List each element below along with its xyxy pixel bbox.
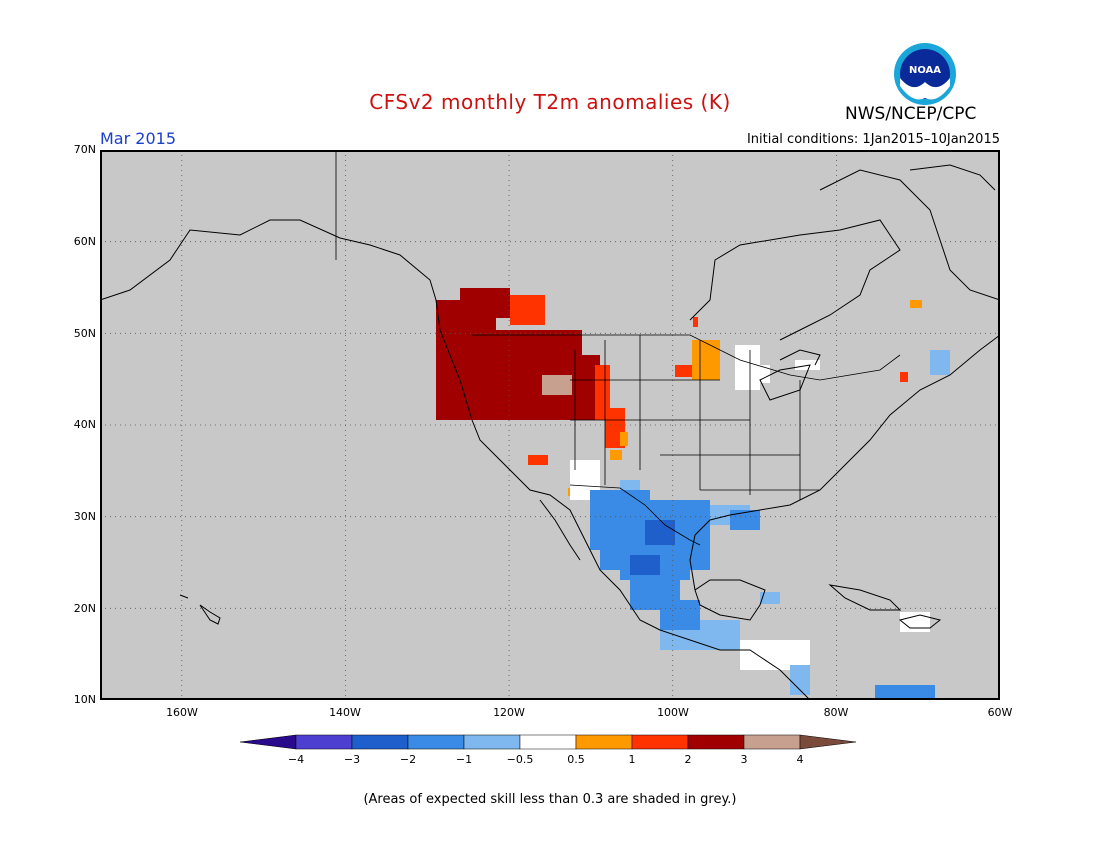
- colorbar-segment: [463, 734, 521, 750]
- lon-label: 80W: [823, 706, 849, 719]
- forecast-period: Mar 2015: [100, 129, 176, 148]
- lat-label: 30N: [73, 510, 96, 523]
- lat-label: 20N: [73, 602, 96, 615]
- colorbar-label: −2: [399, 753, 417, 766]
- boundaries: [335, 150, 901, 546]
- anomaly-warm-0.5-1: [568, 300, 922, 496]
- colorbar-segment: [687, 734, 745, 750]
- lat-label: 40N: [73, 418, 96, 431]
- initial-conditions: Initial conditions: 1Jan2015–10Jan2015: [746, 132, 1000, 147]
- colorbar-label: 3: [740, 753, 748, 766]
- anomaly-warm-3-4: [542, 375, 572, 395]
- colorbar-label: 4: [796, 753, 804, 766]
- colorbar-segment: [519, 734, 577, 750]
- colorbar-label: 2: [684, 753, 692, 766]
- chart-title: CFSv2 monthly T2m anomalies (K): [369, 90, 731, 114]
- colorbar-segment: [351, 734, 409, 750]
- colorbar-segment: [743, 734, 801, 750]
- logo-text: NOAA: [909, 65, 941, 76]
- lon-label: 160W: [166, 706, 198, 719]
- colorbar-segment: [631, 734, 689, 750]
- colorbar-label: −1: [455, 753, 473, 766]
- map-gridlines: [100, 150, 1000, 700]
- anomaly-cool-2-3: [630, 520, 675, 575]
- colorbar-label: 0.5: [567, 753, 585, 766]
- anomaly-neutral: [570, 345, 930, 670]
- skill-note: (Areas of expected skill less than 0.3 a…: [363, 792, 737, 807]
- lat-label: 70N: [73, 143, 96, 156]
- noaa-logo-icon: NOAA: [894, 43, 956, 105]
- lon-label: 100W: [657, 706, 689, 719]
- colorbar-segment: [575, 734, 633, 750]
- anomaly-map: [100, 150, 1000, 700]
- map-panel: [100, 150, 1000, 700]
- colorbar-label: −3: [343, 753, 361, 766]
- colorbar-segment: [295, 734, 353, 750]
- colorbar-label: 1: [628, 753, 636, 766]
- lat-label: 50N: [73, 327, 96, 340]
- colorbar-segment: [240, 734, 297, 750]
- agency-label: NWS/NCEP/CPC: [845, 104, 977, 124]
- colorbar-label: −0.5: [506, 753, 534, 766]
- colorbar-label: −4: [287, 753, 305, 766]
- lon-label: 120W: [493, 706, 525, 719]
- lon-label: 140W: [329, 706, 361, 719]
- colorbar-segment: [407, 734, 465, 750]
- lon-label: 60W: [987, 706, 1013, 719]
- colorbar: [240, 734, 857, 750]
- colorbar-segment: [799, 734, 857, 750]
- coastlines: [100, 164, 1000, 700]
- lat-label: 60N: [73, 235, 96, 248]
- lat-label: 10N: [73, 693, 96, 706]
- map-frame: [100, 150, 1000, 700]
